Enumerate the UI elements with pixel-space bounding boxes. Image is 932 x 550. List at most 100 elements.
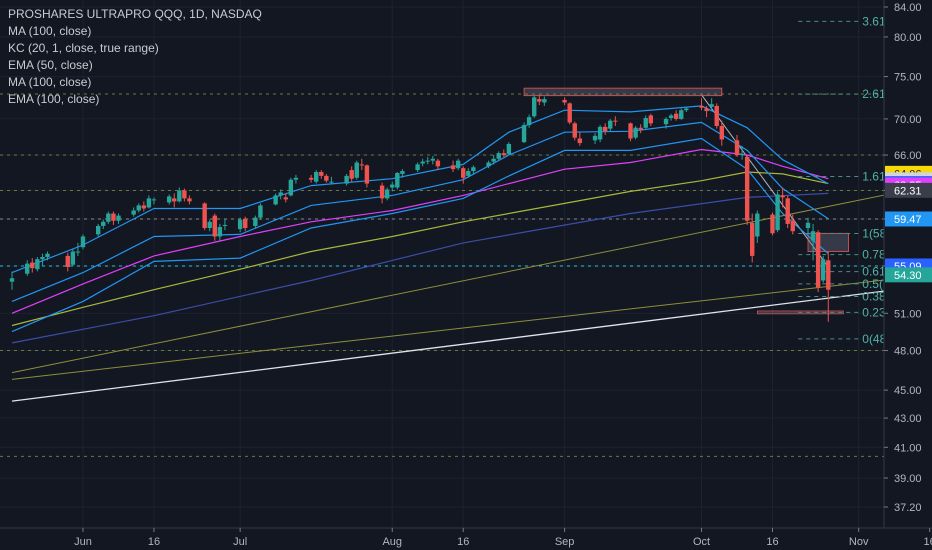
candle-body: [95, 225, 101, 235]
candle: [415, 162, 420, 173]
candle: [750, 213, 755, 263]
candle: [420, 158, 425, 167]
candle-body: [643, 118, 648, 128]
candle-body: [314, 172, 319, 182]
candle: [308, 174, 314, 183]
candle: [425, 156, 430, 165]
candle: [202, 202, 207, 231]
legend-ema-100: EMA (100, close): [8, 92, 100, 106]
trendline-support: [11, 284, 932, 402]
candle-body: [770, 214, 775, 234]
candle-body: [75, 251, 81, 253]
candle-body: [815, 232, 821, 288]
candle-body: [182, 190, 187, 199]
price-tick-label: 39.00: [894, 473, 922, 485]
candle: [775, 191, 780, 233]
candle: [237, 217, 243, 233]
price-tick-label: 66.00: [894, 150, 922, 162]
time-tick-label: Nov: [849, 536, 869, 548]
candle: [319, 170, 324, 179]
candle-body: [435, 160, 441, 167]
price-badge-bg: [885, 182, 932, 198]
candle: [9, 271, 15, 290]
candle-body: [648, 115, 654, 124]
candle: [75, 242, 81, 256]
candle: [790, 214, 795, 235]
candle-body: [106, 213, 111, 222]
candle: [592, 133, 598, 144]
series-kc-lower: [11, 137, 829, 333]
price-badge-label: 62.31: [894, 185, 922, 197]
candle: [826, 251, 831, 322]
candle: [359, 158, 365, 171]
candle: [461, 166, 466, 184]
candle-body: [810, 231, 816, 241]
price-tick-label: 84.00: [894, 2, 922, 14]
candle: [273, 193, 278, 206]
candle: [471, 165, 476, 174]
candle: [35, 256, 40, 272]
candle: [486, 160, 491, 169]
candle: [526, 114, 532, 128]
candle-body: [217, 226, 223, 237]
candle: [668, 113, 674, 121]
candle-body: [542, 99, 547, 103]
candle: [602, 123, 608, 135]
series-kc-basis: [11, 121, 829, 302]
candle-body: [684, 108, 689, 111]
candle: [567, 102, 572, 125]
candle: [111, 211, 116, 225]
candle: [136, 203, 141, 213]
series-ema-100-close-: [11, 148, 829, 314]
candle: [131, 207, 136, 217]
candle: [744, 155, 750, 225]
series-kc-upper: [11, 105, 829, 274]
candle: [734, 134, 740, 157]
candle: [30, 258, 35, 273]
candle: [395, 172, 400, 190]
candle: [379, 182, 385, 204]
candle-body: [166, 196, 172, 203]
candle: [450, 160, 456, 173]
trendline-rising-olive-1: [11, 274, 932, 380]
price-tick-label: 51.00: [894, 308, 922, 320]
candle: [608, 118, 613, 132]
candle-body: [425, 160, 430, 162]
candle-body: [45, 253, 50, 257]
candle-body: [359, 164, 365, 166]
candle: [400, 169, 405, 178]
candle: [222, 218, 228, 231]
candle-body: [30, 262, 35, 269]
time-tick-label: Aug: [382, 536, 402, 548]
candle-body: [131, 210, 136, 215]
candle-body: [471, 167, 476, 172]
candle-body: [496, 153, 501, 159]
candle-body: [744, 156, 750, 221]
candle-body: [679, 110, 684, 119]
candle: [116, 213, 121, 224]
candle: [390, 181, 395, 192]
candle-body: [415, 164, 420, 171]
time-tick-label: 16: [457, 536, 469, 548]
candle-body: [577, 138, 583, 144]
price-tick-label: 43.00: [894, 413, 922, 425]
candle: [435, 158, 441, 171]
candle: [324, 173, 329, 183]
candle-body: [785, 198, 790, 224]
candle-body: [532, 97, 537, 117]
candle: [172, 193, 177, 208]
candle-body: [521, 125, 527, 143]
candle: [106, 211, 111, 224]
candle-body: [101, 221, 106, 226]
trendline-downtrend: [701, 94, 829, 268]
candle: [648, 113, 654, 126]
candle-body: [420, 161, 425, 164]
candle: [349, 166, 354, 182]
time-axis-background: [0, 528, 932, 550]
price-tick-label: 70.00: [894, 114, 922, 126]
candle-body: [288, 179, 294, 196]
candle-body: [486, 162, 491, 167]
legend-ema-50: EMA (50, close): [8, 58, 93, 72]
